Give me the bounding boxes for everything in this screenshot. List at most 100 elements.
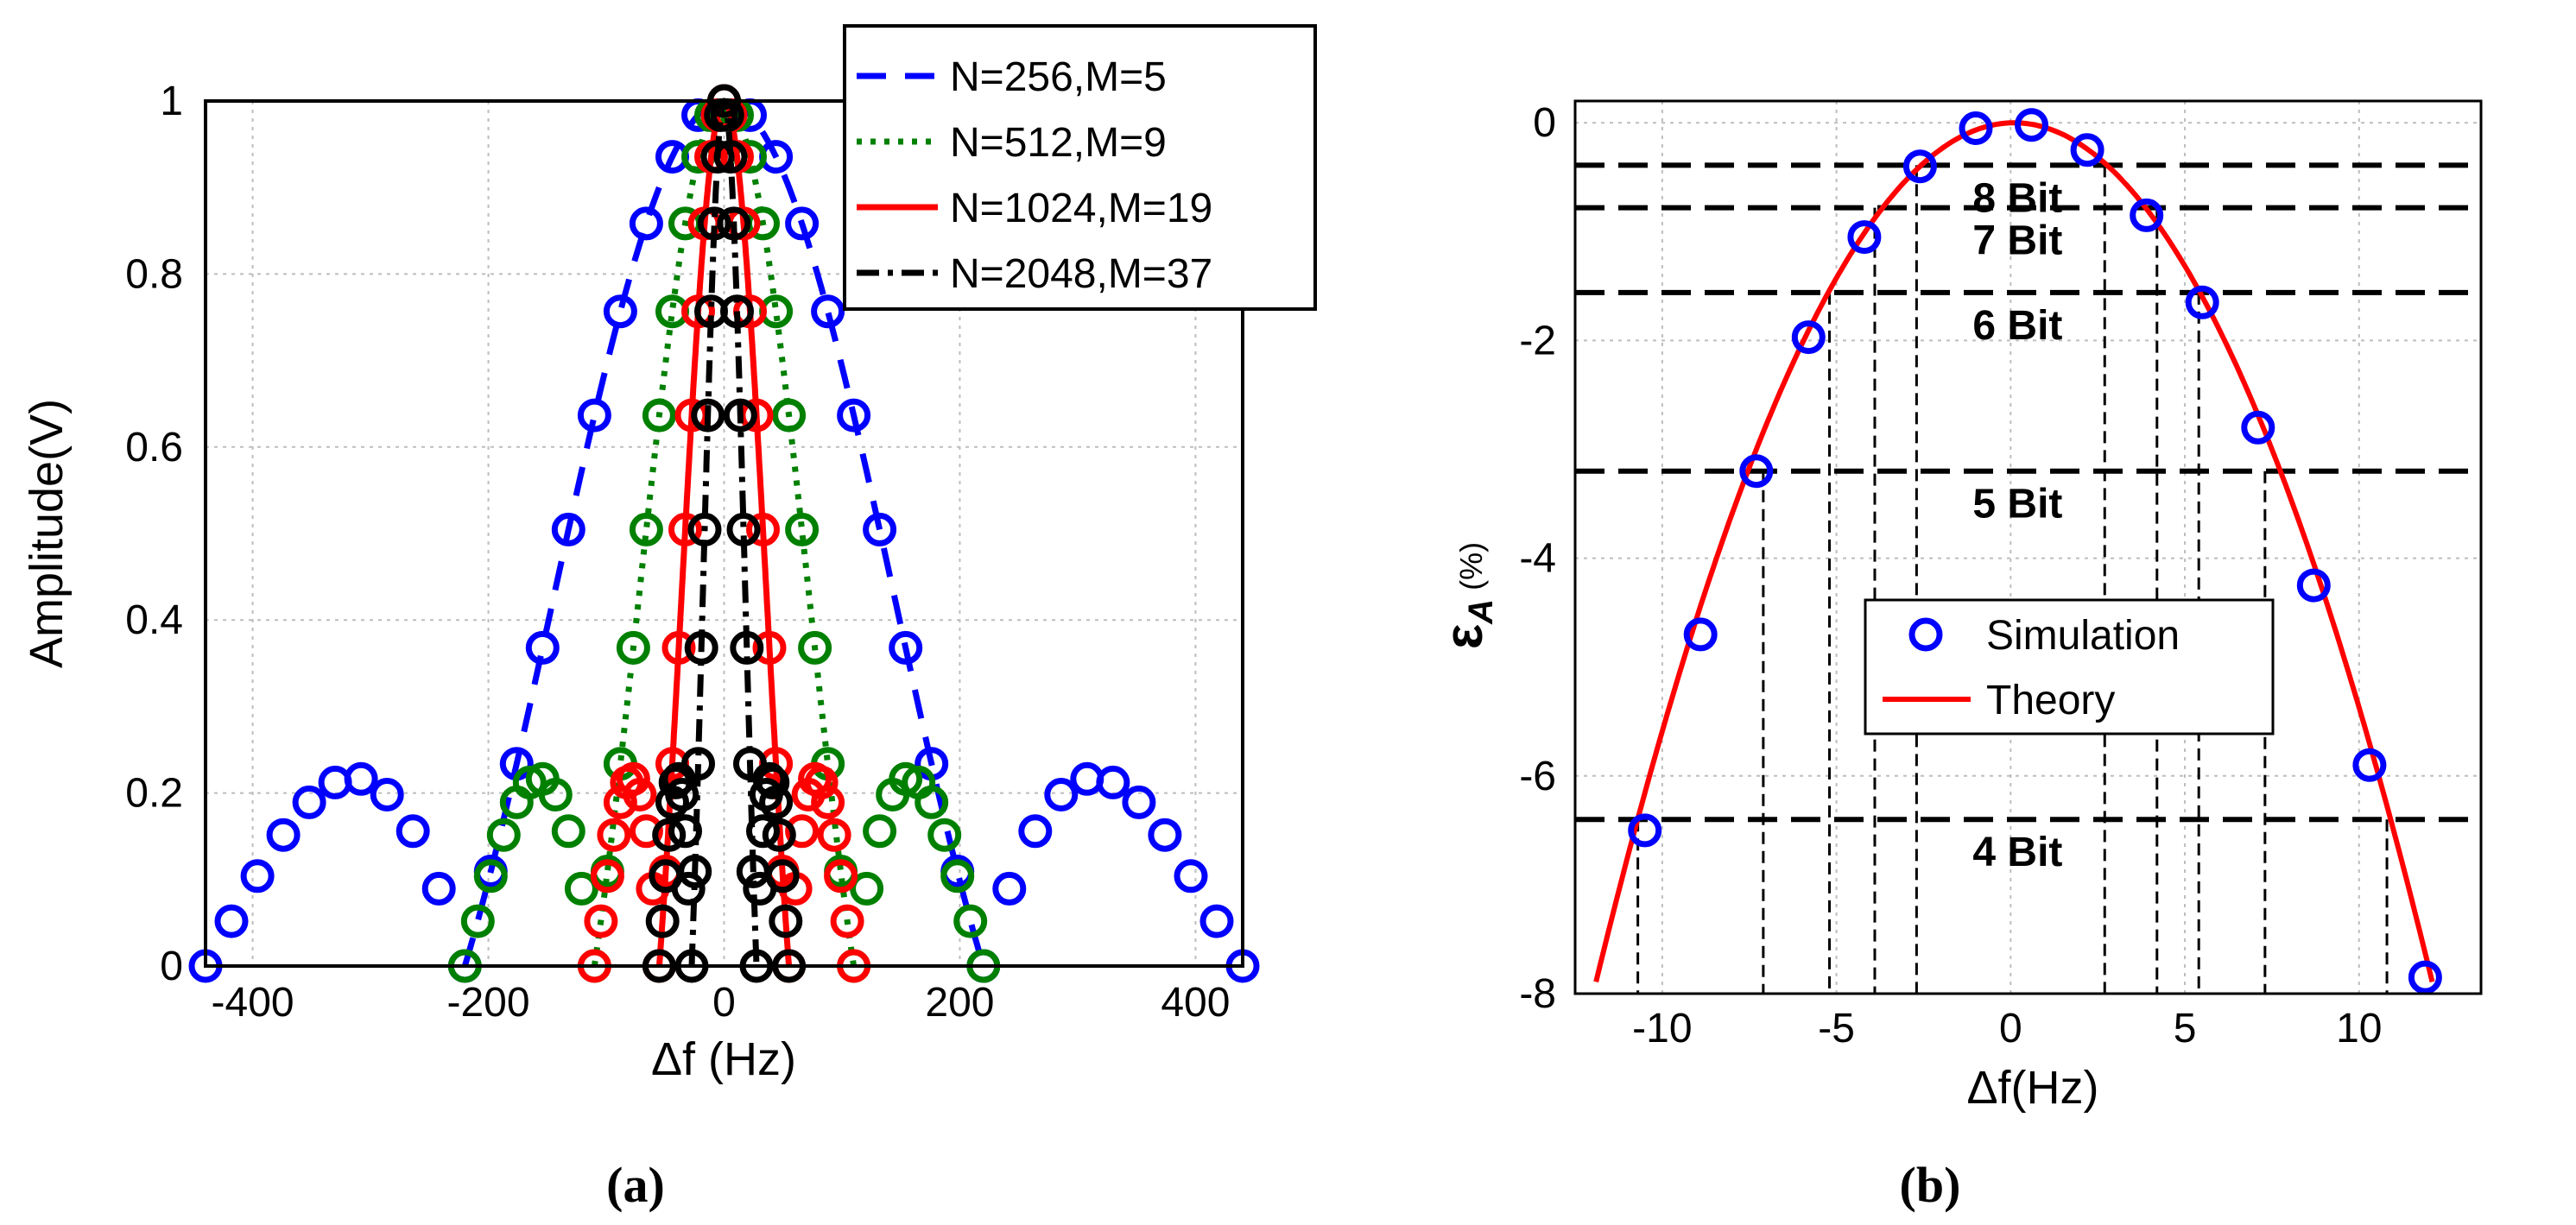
bit-level-5-bit: 5 Bit bbox=[1575, 468, 2481, 994]
data-point bbox=[723, 398, 757, 433]
bit-level-4-bit: 4 Bit bbox=[1575, 817, 2481, 994]
data-point bbox=[486, 818, 521, 852]
panel-a-axes-frame bbox=[204, 99, 1244, 968]
panel-b-series bbox=[1593, 108, 2442, 995]
y-tick-label: 0.6 bbox=[125, 425, 183, 470]
data-point bbox=[460, 904, 495, 938]
data-point bbox=[817, 818, 851, 852]
data-point bbox=[785, 206, 820, 241]
data-point bbox=[798, 630, 832, 665]
data-point bbox=[344, 761, 378, 796]
panel-a-ticks: -400 -200 0 200 400 0 0.2 0.4 0.6 0.8 1 bbox=[125, 79, 1230, 1026]
panel-b-ticks: -10 -5 0 5 10 -8 -6 -4 -2 0 bbox=[1519, 100, 2382, 1051]
x-tick-label: 5 bbox=[2174, 1006, 2197, 1051]
data-point bbox=[668, 512, 702, 546]
data-point bbox=[863, 512, 897, 546]
simulation-point bbox=[1683, 617, 1718, 652]
data-point bbox=[1174, 859, 1208, 893]
data-point bbox=[551, 512, 585, 546]
x-tick-label: 400 bbox=[1161, 980, 1230, 1026]
legend-label: N=1024,M=19 bbox=[950, 186, 1212, 231]
data-point bbox=[597, 818, 631, 852]
panel-a: -400 -200 0 200 400 0 0.2 0.4 0.6 0.8 1 Δf (Hz) Am… bbox=[21, 24, 1317, 1213]
legend-label: N=512,M=9 bbox=[950, 120, 1167, 166]
data-point bbox=[830, 904, 864, 938]
data-point bbox=[584, 904, 618, 938]
simulation-point bbox=[2241, 410, 2275, 445]
simulation-point bbox=[1959, 111, 1993, 145]
data-point bbox=[629, 512, 663, 546]
data-point bbox=[629, 206, 663, 241]
simulation-point bbox=[1628, 813, 1662, 848]
panel-b-axes-frame bbox=[1573, 99, 2483, 995]
x-tick-label: -200 bbox=[447, 980, 530, 1026]
data-point bbox=[603, 294, 637, 329]
y-tick-label: 0.8 bbox=[125, 251, 183, 297]
data-point bbox=[730, 630, 764, 665]
data-point bbox=[756, 765, 790, 799]
simulation-point bbox=[1847, 220, 1882, 255]
data-point bbox=[577, 398, 611, 433]
data-point bbox=[538, 778, 573, 811]
data-point bbox=[681, 747, 715, 781]
data-point bbox=[992, 871, 1027, 906]
legend-label: Theory bbox=[1986, 678, 2115, 723]
x-tick-label: 0 bbox=[1999, 1006, 2022, 1051]
simulation-point bbox=[1791, 320, 1826, 355]
data-point bbox=[746, 814, 780, 849]
data-point bbox=[811, 294, 845, 329]
data-point bbox=[720, 294, 754, 329]
data-point bbox=[671, 871, 706, 906]
y-tick-label: 0.2 bbox=[125, 771, 183, 817]
bit-label: 6 Bit bbox=[1972, 303, 2062, 349]
data-point bbox=[684, 630, 718, 665]
simulation-point bbox=[2130, 198, 2164, 232]
y-axis-subscript: A bbox=[1462, 599, 1500, 625]
simulation-point bbox=[1739, 454, 1774, 489]
data-point bbox=[804, 765, 839, 799]
series-line bbox=[461, 98, 987, 968]
bit-label: 5 Bit bbox=[1972, 482, 2062, 527]
data-point bbox=[564, 871, 598, 906]
data-point bbox=[421, 871, 456, 906]
data-point bbox=[850, 871, 884, 906]
panel-b-x-axis-label: Δf(Hz) bbox=[1966, 1062, 2098, 1114]
x-tick-label: -10 bbox=[1632, 1006, 1692, 1051]
panel-b-y-axis-label: εA (%) bbox=[1434, 542, 1500, 649]
data-point bbox=[837, 398, 871, 433]
y-tick-label: -8 bbox=[1519, 971, 1556, 1017]
bit-label: 4 Bit bbox=[1972, 830, 2062, 875]
simulation-point bbox=[2015, 108, 2048, 142]
panel-a-caption: (a) bbox=[606, 1157, 665, 1213]
bit-label: 7 Bit bbox=[1972, 218, 2062, 264]
data-point bbox=[678, 855, 712, 888]
x-tick-label: -400 bbox=[212, 980, 294, 1026]
data-point bbox=[1122, 785, 1156, 819]
data-point bbox=[370, 778, 404, 811]
data-point bbox=[785, 814, 820, 849]
legend-label: Simulation bbox=[1986, 613, 2180, 659]
y-tick-label: -6 bbox=[1519, 754, 1556, 799]
legend-label: N=2048,M=37 bbox=[950, 251, 1212, 297]
y-tick-label: -4 bbox=[1519, 536, 1556, 582]
data-point bbox=[652, 818, 687, 852]
simulation-point bbox=[2296, 568, 2331, 603]
y-tick-label: 0.4 bbox=[125, 597, 183, 643]
data-point bbox=[811, 785, 845, 819]
data-point bbox=[1018, 814, 1053, 849]
data-point bbox=[824, 859, 858, 893]
data-point bbox=[616, 761, 650, 796]
data-point bbox=[266, 818, 301, 852]
data-point bbox=[616, 630, 650, 665]
simulation-point bbox=[2408, 960, 2442, 995]
panel-b-caption: (b) bbox=[1900, 1157, 1961, 1213]
x-tick-label: 10 bbox=[2336, 1006, 2382, 1051]
data-point bbox=[668, 814, 702, 849]
data-point bbox=[687, 512, 722, 546]
simulation-point bbox=[1902, 149, 1937, 184]
data-point bbox=[889, 630, 923, 665]
data-point bbox=[1148, 818, 1182, 852]
legend-swatch bbox=[1908, 617, 1943, 652]
